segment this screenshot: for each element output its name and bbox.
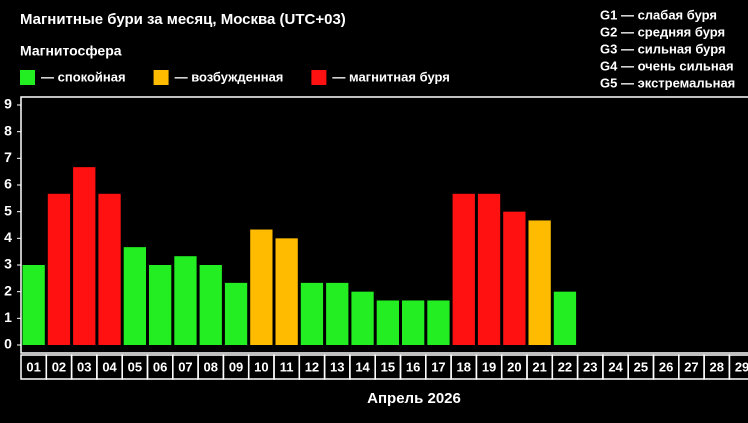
x-tick-label: 16 (406, 359, 420, 374)
scale-note: G2 — средняя буря (600, 24, 725, 39)
x-tick-label: 10 (254, 359, 268, 374)
x-tick-label: 13 (330, 359, 344, 374)
y-tick-label: 8 (4, 122, 12, 138)
x-tick-label: 08 (204, 359, 218, 374)
bar (47, 193, 71, 345)
bar (427, 300, 450, 345)
bar (326, 282, 349, 345)
x-tick-label: 02 (52, 359, 66, 374)
x-tick-label: 21 (532, 359, 546, 374)
x-tick-label: 22 (558, 359, 572, 374)
legend-label: — спокойная (41, 69, 126, 84)
x-tick-label: 28 (710, 359, 724, 374)
scale-note: G5 — экстремальная (600, 75, 735, 90)
bar (528, 220, 551, 345)
x-tick-label: 04 (102, 359, 117, 374)
bar (123, 247, 146, 345)
bar (149, 265, 172, 345)
scale-note: G1 — слабая буря (600, 7, 717, 22)
x-tick-label: 07 (178, 359, 192, 374)
x-tick-label: 05 (128, 359, 142, 374)
bar (553, 291, 577, 345)
legend-swatch (153, 70, 169, 85)
x-tick-label: 15 (381, 359, 395, 374)
x-tick-label: 11 (280, 359, 294, 374)
x-tick-label: 25 (634, 359, 648, 374)
y-tick-label: 2 (4, 282, 12, 298)
y-tick-label: 0 (4, 336, 12, 352)
x-tick-label: 27 (684, 359, 698, 374)
chart-title: Магнитные бури за месяц, Москва (UTC+03) (20, 11, 346, 28)
bar (402, 300, 425, 345)
legend-label: — возбужденная (175, 69, 284, 84)
x-tick-label: 01 (26, 359, 40, 374)
x-tick-label: 12 (305, 359, 319, 374)
y-tick-label: 7 (4, 149, 12, 165)
y-tick-label: 3 (4, 256, 12, 272)
x-tick-label: 14 (355, 359, 370, 374)
chart-subtitle: Магнитосфера (20, 43, 122, 59)
bar (22, 265, 45, 345)
y-tick-label: 5 (4, 202, 12, 218)
bar (452, 193, 475, 345)
bar (275, 238, 298, 345)
x-tick-label: 09 (229, 359, 243, 374)
scale-note: G4 — очень сильная (600, 58, 734, 73)
x-tick-label: 18 (457, 359, 471, 374)
bar (477, 193, 501, 345)
bar (376, 300, 399, 345)
bar (224, 282, 248, 345)
legend-swatch (20, 70, 35, 85)
x-tick-label: 24 (608, 359, 623, 374)
x-tick-label: 17 (431, 359, 445, 374)
y-tick-label: 6 (4, 176, 12, 192)
x-tick-cell (728, 354, 748, 380)
x-tick-label: 26 (659, 359, 673, 374)
x-tick-label: 29 (735, 359, 748, 374)
x-tick-label: 06 (153, 359, 167, 374)
bar (73, 167, 96, 345)
y-tick-label: 1 (4, 309, 12, 325)
bar (199, 265, 222, 345)
scale-note: G3 — сильная буря (600, 41, 726, 56)
x-tick-label: 20 (507, 359, 521, 374)
bar (98, 193, 121, 345)
bar (351, 291, 374, 345)
x-axis-label: Апрель 2026 (367, 390, 461, 407)
x-tick-label: 03 (77, 359, 91, 374)
y-tick-label: 9 (4, 96, 12, 112)
legend-label: — магнитная буря (332, 69, 449, 84)
plot-frame (20, 96, 748, 354)
x-tick-label: 19 (482, 359, 496, 374)
y-tick-label: 4 (4, 229, 12, 245)
bar (300, 282, 324, 345)
bar (174, 256, 197, 345)
bar (503, 211, 526, 345)
bar (250, 229, 273, 345)
x-tick-label: 23 (583, 359, 597, 374)
legend-swatch (311, 70, 327, 85)
